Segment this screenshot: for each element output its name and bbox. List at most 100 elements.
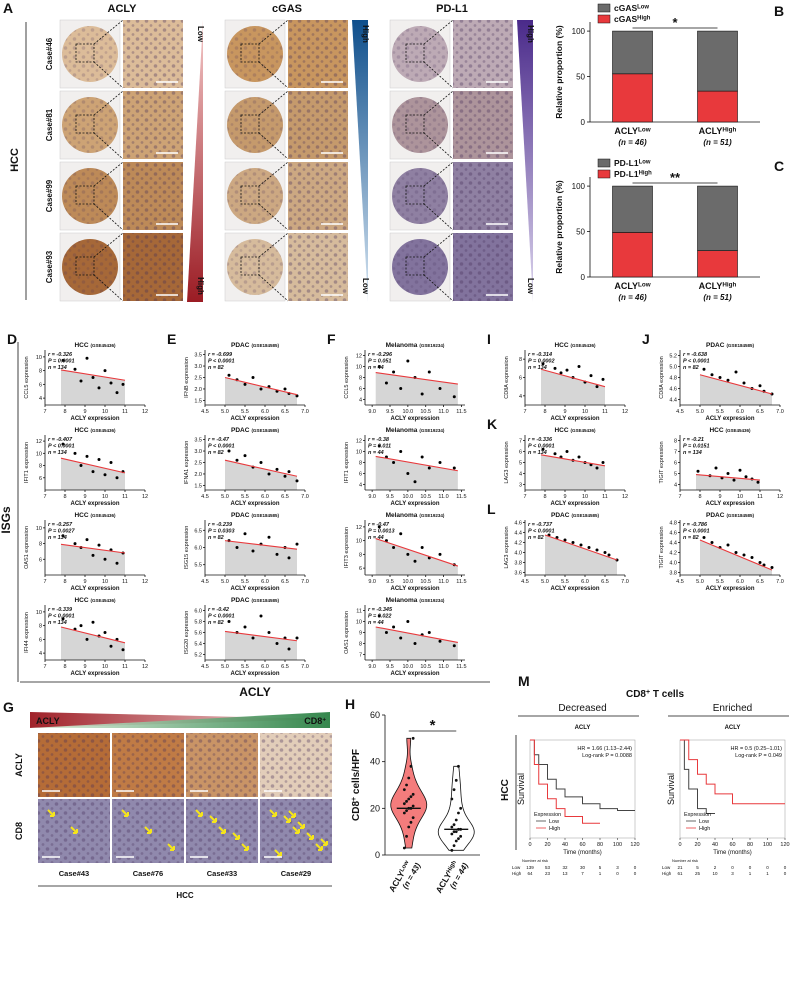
data-point: [427, 631, 431, 634]
bar-segment: [612, 185, 653, 233]
risk-count: 0: [784, 865, 787, 870]
risk-count: 3: [731, 871, 734, 876]
stat-label: r = -0.345: [368, 607, 393, 613]
arrow-icon: [292, 826, 300, 834]
zoom-guide: [93, 132, 124, 160]
y-tick-label: 1.5: [194, 398, 202, 404]
x-tick-label: 7: [523, 409, 526, 415]
data-point: [559, 371, 563, 375]
plot-title-sub: (GSE184585): [251, 598, 279, 603]
x-axis-label: ACLY expression: [230, 501, 279, 507]
stat-label: r = -0.407: [48, 437, 73, 443]
gradient-label: Low: [196, 26, 205, 43]
zoom-guide: [258, 90, 289, 116]
x-axis-label: ACLY expression: [705, 501, 754, 507]
stat-label: n = 44: [368, 365, 384, 371]
x-tick-label: 100: [613, 842, 622, 848]
y-tick-label: 5.2: [194, 653, 202, 659]
plot-title-sub: (GSE19234): [419, 513, 445, 518]
fit-line: [699, 539, 773, 571]
zoom-guide: [93, 61, 124, 89]
data-point: [121, 648, 125, 652]
fit-line: [60, 369, 126, 381]
stat-label: r = -0.296: [368, 352, 393, 358]
zoom-guide: [423, 203, 454, 231]
x-tick-label-sup: High: [722, 126, 736, 133]
x-tick-label-base: ACLY: [699, 126, 723, 136]
data-point: [750, 556, 754, 559]
y-tick-label: 10: [36, 355, 42, 361]
zoom-guide: [93, 203, 124, 231]
x-axis-label: ACLY expression: [390, 501, 439, 507]
x-tick-label: 4.5: [676, 579, 684, 585]
y-tick-label: 4: [359, 398, 362, 404]
y-tick-label: 2.0: [194, 387, 202, 393]
x-axis-label: ACLY expression: [230, 586, 279, 592]
x-axis-label: ACLY expression: [390, 671, 439, 677]
x-tick-label: 12: [142, 579, 148, 585]
survival-curve: [680, 739, 715, 814]
data-point: [295, 394, 299, 398]
x-tick-label: 7: [678, 494, 681, 500]
data-point: [710, 541, 714, 544]
x-tick-label: 6.0: [736, 409, 744, 415]
data-point: [696, 469, 700, 473]
legend-swatch: [597, 158, 611, 168]
fit-line: [375, 372, 458, 385]
x-tick-label-sup: High: [446, 859, 458, 874]
y-tick-label: 4.6: [514, 521, 522, 527]
fit-shade: [700, 540, 772, 575]
gradient-triangle: [352, 20, 368, 302]
zoom-guide: [93, 274, 124, 302]
data-point: [243, 382, 247, 386]
legend-swatch: [597, 3, 611, 13]
stat-label: r = -0.239: [208, 522, 233, 528]
y-tick-label: 10: [356, 365, 362, 371]
data-point: [267, 472, 271, 476]
panel-title-base: T cells: [650, 689, 684, 700]
stat-label: Log-rank P = 0.049: [735, 753, 782, 759]
data-point: [452, 844, 456, 848]
plot-title: HCC (GSE45436): [74, 342, 116, 349]
arrow-icon: [232, 832, 240, 840]
x-tick-label: 5.5: [716, 409, 724, 415]
x-tick-label: 9.0: [368, 494, 376, 500]
x-tick-label: 10: [102, 494, 108, 500]
plot-title-base: PDAC: [231, 512, 250, 519]
tissue-texture: [62, 168, 118, 224]
stat-label: P = 0.0002: [528, 359, 555, 365]
arrow-icon: [315, 843, 323, 851]
data-point: [411, 736, 415, 740]
x-tick-label: 8: [63, 494, 66, 500]
arrow-icon: [274, 849, 282, 857]
x-tick-label: ACLYLow: [614, 281, 650, 291]
plot-title: HCC (GSE45436): [74, 427, 116, 434]
x-tick-label: 11: [122, 664, 128, 670]
risk-count: 139: [526, 865, 534, 870]
x-tick-label: 9: [83, 409, 86, 415]
x-tick-label: 11.5: [456, 409, 466, 415]
plot-title: HCC (GSE45436): [74, 512, 116, 519]
data-point: [79, 379, 83, 383]
group-title: Decreased: [558, 703, 606, 714]
y-axis-label: Survival: [666, 773, 676, 805]
y-tick-label: 4: [519, 394, 522, 400]
y-tick-label: 5: [519, 461, 522, 467]
y-tick-label: 6: [39, 557, 42, 563]
data-point: [377, 525, 381, 529]
zoom-texture: [123, 162, 183, 230]
arrow-icon: [283, 815, 291, 823]
x-tick-label: 9.0: [368, 579, 376, 585]
zoom-box: [75, 256, 95, 276]
data-point: [734, 551, 738, 554]
data-point: [407, 825, 411, 829]
risk-count: 5: [599, 865, 602, 870]
x-tick-label: 11.5: [456, 664, 466, 670]
data-point: [553, 452, 557, 456]
y-tick-label: 4.4: [669, 398, 677, 404]
data-point: [565, 450, 569, 453]
x-tick-label: 60: [729, 842, 735, 848]
y-tick-label: 12: [356, 439, 362, 445]
data-point: [115, 391, 119, 395]
legend-label: High: [549, 826, 560, 832]
